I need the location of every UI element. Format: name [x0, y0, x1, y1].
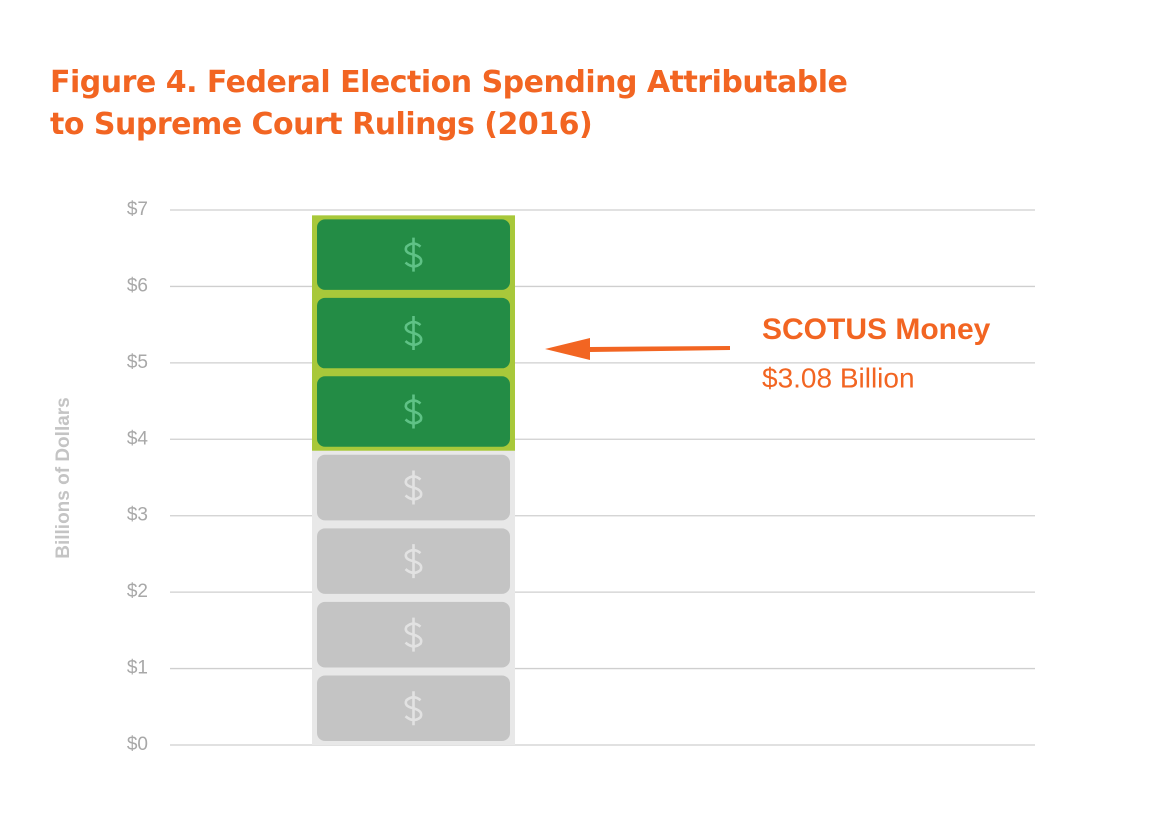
y-tick-label: $0 [127, 734, 148, 755]
chart-title: Figure 4. Federal Election Spending Attr… [50, 65, 848, 142]
bill-symbol [404, 470, 423, 505]
bill-symbol [404, 617, 423, 652]
y-tick-label: $1 [127, 658, 148, 679]
y-axis-label: Billions of Dollars [53, 397, 74, 559]
y-tick-label: $4 [127, 428, 149, 449]
annotation-title: SCOTUS Money [762, 313, 991, 346]
annotation-arrow [545, 338, 730, 360]
annotation-value: $3.08 Billion [762, 362, 915, 393]
bill-symbol [404, 316, 423, 351]
y-tick-label: $2 [127, 581, 148, 602]
y-tick-label: $7 [127, 199, 148, 220]
bill-symbol [404, 544, 423, 579]
bill-symbol [404, 394, 423, 429]
bill-symbol [404, 691, 423, 726]
y-tick-label: $5 [127, 352, 148, 373]
bill-symbol [404, 237, 423, 272]
y-tick-label: $3 [127, 505, 148, 526]
y-tick-label: $6 [127, 275, 148, 296]
